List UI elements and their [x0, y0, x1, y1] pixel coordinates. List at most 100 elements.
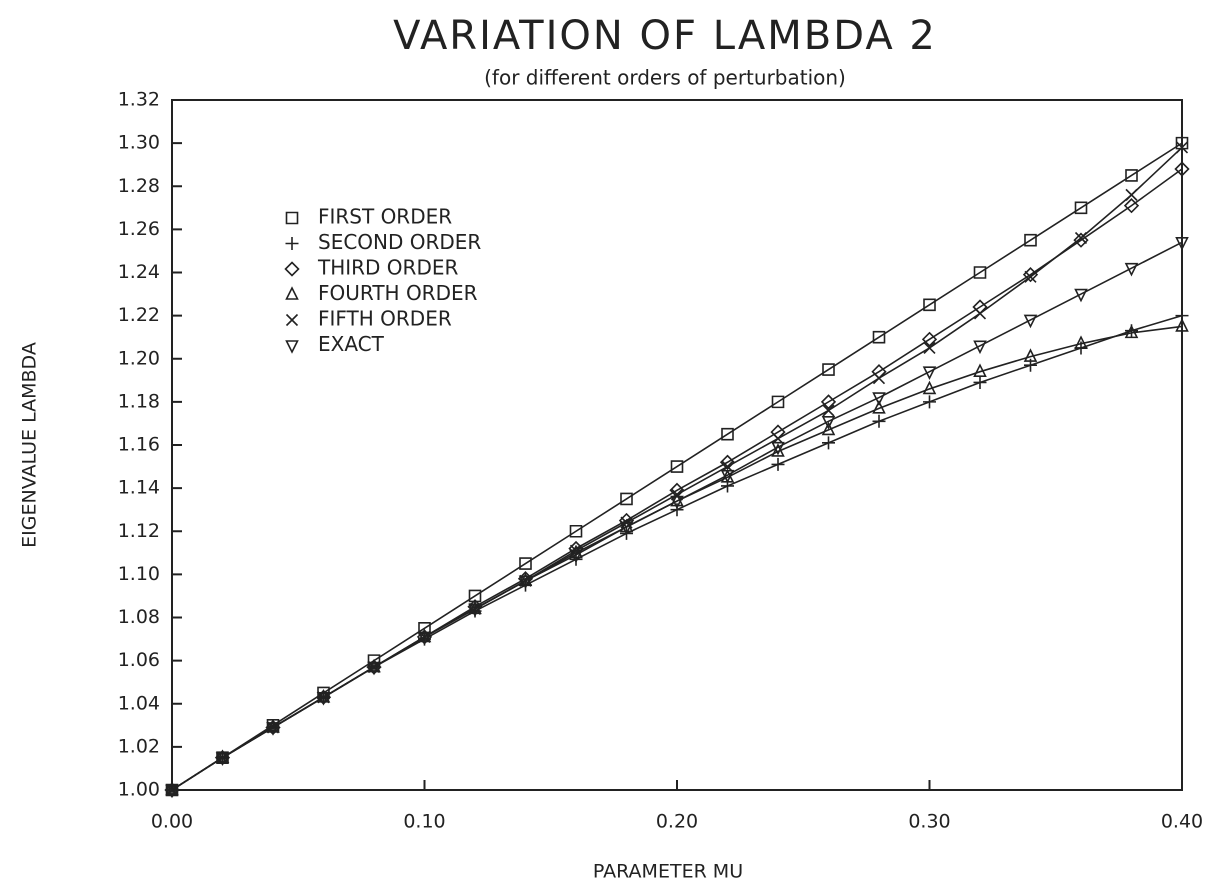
y-tick-label: 1.06 [118, 649, 160, 671]
data-point [1073, 232, 1089, 248]
data-point [1074, 201, 1088, 215]
data-point [821, 421, 836, 436]
data-point [719, 454, 736, 470]
data-point [923, 298, 936, 312]
data-point [518, 575, 533, 590]
legend-label: EXACT [318, 332, 385, 356]
data-point [1023, 314, 1038, 329]
y-axis-label: EIGENVALUE LAMBDA [19, 342, 41, 548]
data-point [1125, 188, 1138, 201]
data-point [367, 661, 381, 676]
data-point [417, 631, 432, 646]
legend-label: FIRST ORDER [318, 205, 452, 229]
x-tick-label: 0.20 [656, 811, 698, 833]
y-tick-label: 1.32 [118, 89, 160, 111]
data-point [721, 427, 734, 441]
data-point [569, 549, 583, 564]
y-tick-label: 1.04 [118, 692, 160, 714]
y-tick-label: 1.30 [118, 132, 160, 154]
data-point [922, 366, 937, 380]
data-point [771, 443, 785, 457]
data-point [519, 557, 532, 570]
data-point [822, 404, 835, 417]
data-point [820, 394, 837, 410]
data-point [670, 460, 684, 473]
data-point [923, 395, 936, 409]
data-point [1175, 237, 1189, 251]
x-tick-label: 0.10 [403, 811, 445, 833]
data-point [1175, 141, 1189, 154]
data-point [1023, 348, 1038, 362]
data-point [670, 495, 684, 510]
chart-title: VARIATION OF LAMBDA 2 [393, 13, 937, 59]
y-tick-label: 1.22 [118, 304, 160, 326]
data-point [1074, 335, 1088, 349]
data-point [468, 603, 482, 618]
data-point [973, 340, 987, 355]
data-point [771, 457, 785, 471]
data-point [923, 341, 936, 355]
legend-marker [285, 313, 299, 327]
data-point [922, 380, 937, 395]
data-point [1074, 288, 1088, 303]
data-point [973, 266, 987, 279]
y-tick-label: 1.16 [118, 434, 160, 456]
y-tick-label: 1.26 [118, 218, 160, 240]
y-tick-label: 1.10 [118, 563, 160, 585]
series-line [171, 314, 1183, 791]
legend-label: THIRD ORDER [317, 256, 458, 280]
data-point [822, 436, 835, 450]
data-point [921, 331, 938, 347]
y-tick-label: 1.14 [118, 477, 160, 499]
data-point [973, 363, 987, 377]
data-point [822, 363, 835, 376]
data-point [1123, 198, 1140, 214]
legend-label: FOURTH ORDER [318, 281, 478, 305]
data-point [1175, 318, 1189, 332]
series-line [171, 325, 1183, 791]
y-tick-label: 1.20 [118, 347, 160, 369]
data-point [1175, 136, 1189, 150]
x-axis-label: PARAMETER MU [593, 861, 743, 883]
data-point [215, 752, 230, 766]
data-point [872, 400, 886, 414]
legend-marker [284, 261, 300, 277]
legend-marker [285, 237, 299, 250]
legend-marker [285, 211, 299, 225]
data-point [771, 441, 785, 456]
data-point [165, 784, 179, 799]
chart-subtitle: (for different orders of perturbation) [484, 66, 846, 90]
data-point [821, 415, 836, 430]
data-point [872, 392, 886, 406]
x-tick-label: 0.00 [151, 811, 193, 833]
y-tick-label: 1.24 [118, 261, 160, 283]
data-point [1024, 270, 1037, 283]
data-point [619, 521, 634, 536]
plot-frame [171, 99, 1183, 791]
legend-marker [285, 286, 299, 300]
series-line [171, 241, 1183, 791]
data-point [316, 691, 331, 706]
data-point [720, 469, 735, 484]
data-point [670, 488, 684, 501]
y-tick-label: 1.02 [118, 735, 160, 757]
y-tick-label: 1.28 [118, 175, 160, 197]
data-point [468, 589, 482, 603]
data-point [872, 414, 886, 428]
data-point [569, 524, 583, 538]
y-tick-label: 1.12 [118, 520, 160, 542]
data-point [973, 307, 987, 320]
y-tick-label: 1.08 [118, 606, 160, 628]
data-point [1125, 169, 1138, 182]
legend-label: FIFTH ORDER [318, 307, 452, 331]
data-point [973, 375, 987, 389]
data-point [1174, 161, 1190, 177]
data-point [266, 722, 280, 736]
data-point [872, 372, 886, 385]
legend-marker [285, 340, 299, 354]
x-tick-label: 0.40 [1161, 811, 1203, 833]
data-point [1124, 262, 1139, 277]
series-line [171, 142, 1183, 791]
data-point [771, 395, 785, 409]
